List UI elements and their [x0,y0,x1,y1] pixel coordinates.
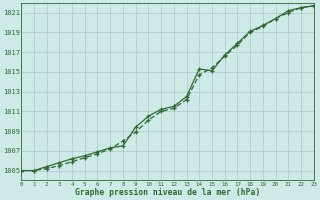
X-axis label: Graphe pression niveau de la mer (hPa): Graphe pression niveau de la mer (hPa) [75,188,260,197]
